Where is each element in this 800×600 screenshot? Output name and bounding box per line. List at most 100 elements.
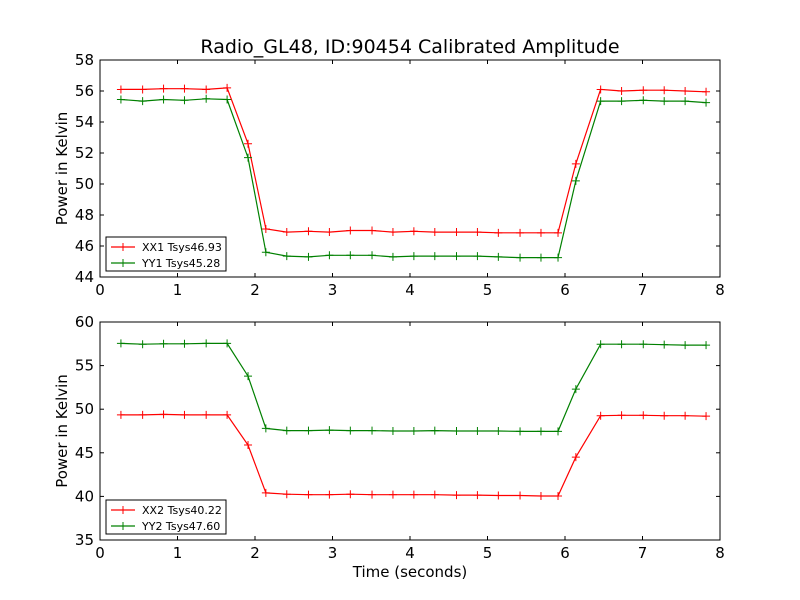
data-point — [516, 228, 525, 237]
data-point — [639, 86, 648, 95]
data-point — [430, 426, 439, 435]
x-tick-label: 2 — [250, 281, 260, 299]
data-point — [325, 228, 334, 237]
data-point — [159, 95, 168, 104]
y-tick-label: 56 — [75, 82, 94, 100]
data-point — [660, 340, 669, 349]
data-point — [202, 410, 211, 419]
data-point — [516, 427, 525, 436]
x-tick-label: 2 — [250, 544, 260, 562]
data-point — [473, 228, 482, 237]
data-point — [261, 488, 270, 497]
data-point — [409, 490, 418, 499]
x-tick-label: 5 — [483, 544, 493, 562]
data-point — [596, 411, 605, 420]
data-point — [388, 490, 397, 499]
y-axis-label: Power in Kelvin — [53, 374, 71, 488]
data-point — [368, 226, 377, 235]
data-point — [681, 341, 690, 350]
x-tick-label: 1 — [173, 544, 183, 562]
data-point — [202, 94, 211, 103]
data-point — [180, 96, 189, 105]
data-point — [368, 251, 377, 260]
x-tick-label: 5 — [483, 281, 493, 299]
data-point — [116, 85, 125, 94]
data-point — [430, 252, 439, 261]
data-point — [325, 251, 334, 260]
data-point — [261, 424, 270, 433]
data-point — [536, 228, 545, 237]
data-point — [304, 252, 313, 261]
legend-label: XX2 Tsys40.22 — [142, 504, 222, 517]
data-point — [409, 252, 418, 261]
data-point — [452, 228, 461, 237]
data-point — [159, 84, 168, 93]
data-point — [159, 410, 168, 419]
data-point — [660, 97, 669, 106]
y-tick-label: 52 — [75, 144, 94, 162]
data-point — [244, 139, 253, 148]
legend-swatch-marker — [119, 243, 127, 251]
y-tick-label: 50 — [75, 400, 94, 418]
data-point — [180, 339, 189, 348]
data-point — [639, 96, 648, 105]
series-2 — [116, 94, 711, 262]
y-tick-label: 40 — [75, 487, 94, 505]
x-tick-label: 8 — [715, 281, 725, 299]
data-point — [368, 426, 377, 435]
data-point — [536, 491, 545, 500]
data-point — [388, 252, 397, 261]
data-point — [430, 228, 439, 237]
data-point — [494, 427, 503, 435]
data-point — [116, 410, 125, 419]
legend-swatch-marker — [119, 506, 127, 514]
data-point — [702, 412, 711, 421]
y-tick-label: 50 — [75, 175, 94, 193]
series-2 — [116, 339, 711, 436]
data-point — [282, 252, 291, 261]
y-tick-label: 60 — [75, 313, 94, 331]
data-point — [681, 411, 690, 420]
x-axis-label: Time (seconds) — [352, 563, 468, 581]
series-1 — [116, 410, 711, 500]
data-point — [304, 490, 313, 499]
legend-swatch-marker — [119, 259, 127, 267]
data-point — [368, 490, 377, 499]
y-tick-label: 48 — [75, 206, 94, 224]
data-point — [304, 426, 313, 435]
data-point — [596, 97, 605, 106]
data-point — [452, 491, 461, 500]
data-point — [282, 426, 291, 435]
data-point — [346, 251, 355, 260]
data-point — [261, 224, 270, 233]
data-point — [180, 410, 189, 419]
data-point — [596, 85, 605, 94]
data-point — [346, 426, 355, 435]
data-point — [473, 252, 482, 261]
data-point — [554, 491, 563, 500]
data-point — [138, 85, 147, 94]
y-tick-label: 35 — [75, 531, 94, 549]
data-point — [202, 85, 211, 94]
data-point — [346, 226, 355, 235]
figure-title: Radio_GL48, ID:90454 Calibrated Amplitud… — [200, 36, 619, 58]
data-point — [452, 252, 461, 261]
data-point — [571, 159, 580, 168]
data-point — [571, 453, 580, 462]
data-point — [554, 427, 563, 436]
x-tick-label: 0 — [95, 281, 105, 299]
data-point — [516, 253, 525, 262]
data-point — [282, 228, 291, 237]
data-point — [571, 385, 580, 394]
legend-swatch-marker — [119, 522, 127, 530]
y-tick-label: 55 — [75, 357, 94, 375]
y-axis-label: Power in Kelvin — [53, 112, 71, 226]
data-point — [702, 87, 711, 96]
x-tick-label: 7 — [638, 544, 648, 562]
x-tick-label: 8 — [715, 544, 725, 562]
legend: XX1 Tsys46.93 YY1 Tsys45.28 — [105, 236, 227, 272]
legend-label: XX1 Tsys46.93 — [142, 241, 222, 254]
